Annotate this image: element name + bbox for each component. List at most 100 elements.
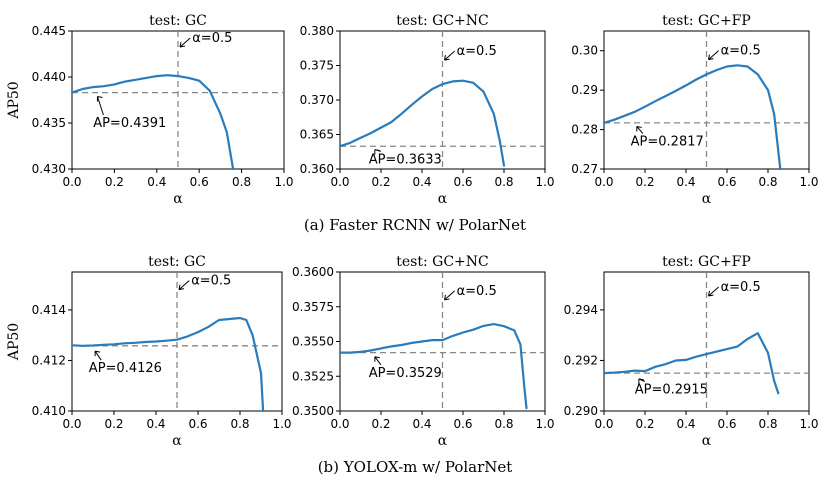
- chart-title: test: GC+NC: [396, 13, 488, 29]
- x-tick-label: 0.8: [758, 175, 777, 189]
- chart-title: test: GC+FP: [662, 13, 751, 29]
- x-tick-label: 0.4: [412, 175, 431, 189]
- y-tick-label: 0.3550: [292, 335, 334, 349]
- x-tick-label: 1.0: [272, 417, 291, 431]
- y-tick-label: 0.435: [32, 116, 66, 130]
- x-tick-label: 0.8: [494, 175, 513, 189]
- chart-panel-3: 0.0 0.2 0.4 0.6 0.8 1.0 0.27 0.28 0.29 0.30 test: …: [571, 13, 818, 207]
- x-tick-label: 0.8: [232, 175, 251, 189]
- x-tick-label: 0.8: [494, 417, 513, 431]
- x-tick-label: 0.2: [371, 175, 390, 189]
- y-tick-label: 0.3575: [292, 300, 334, 314]
- x-tick-label: 0.4: [676, 175, 695, 189]
- data-series-line: [338, 79, 506, 167]
- x-tick-label: 0.4: [412, 417, 431, 431]
- baseline-ap-arrow: [636, 125, 644, 134]
- chart-panel-2: 0.0 0.2 0.4 0.6 0.8 1.0 0.360 0.365 0.370 0.375 0.…: [300, 13, 555, 207]
- alpha-annotation-arrow: [178, 280, 190, 291]
- y-tick-label: 0.380: [300, 24, 334, 38]
- data-series-line: [602, 64, 782, 171]
- baseline-ap-annotation: AP=0.3633: [369, 152, 442, 167]
- x-tick-label: 0.4: [676, 417, 695, 431]
- alpha-annotation-arrow: [708, 50, 719, 61]
- caption-yolox: (b) YOLOX-m w/ PolarNet: [317, 458, 513, 476]
- alpha-annotation: α=0.5: [721, 44, 761, 59]
- x-tick-label: 0.0: [330, 417, 349, 431]
- alpha-annotation-arrow: [708, 286, 719, 297]
- baseline-ap-annotation: AP=0.3529: [369, 366, 442, 381]
- x-tick-label: 0.6: [453, 417, 472, 431]
- baseline-ap-arrow: [94, 350, 102, 361]
- x-tick-label: 0.6: [188, 417, 207, 431]
- y-tick-label: 0.27: [571, 162, 598, 176]
- x-tick-label: 0.2: [635, 417, 654, 431]
- data-series-line: [70, 74, 235, 171]
- y-tick-label: 0.365: [300, 128, 334, 142]
- x-tick-label: 1.0: [535, 417, 554, 431]
- y-tick-label: 0.430: [32, 162, 66, 176]
- baseline-ap-annotation: AP=0.4391: [93, 116, 166, 131]
- y-tick-label: 0.3600: [292, 265, 334, 279]
- chart-panel-4: 0.0 0.2 0.4 0.6 0.8 1.0 0.410 0.412 0.414 test: G…: [6, 254, 292, 449]
- y-tick-label: 0.440: [32, 70, 66, 84]
- data-series-line: [70, 316, 265, 413]
- x-tick-label: 0.6: [190, 175, 209, 189]
- x-tick-label: 1.0: [799, 175, 818, 189]
- x-tick-label: 0.8: [758, 417, 777, 431]
- alpha-annotation: α=0.5: [192, 31, 232, 46]
- x-axis-label: α: [702, 433, 712, 449]
- y-tick-label: 0.360: [300, 162, 334, 176]
- chart-panel-6: 0.0 0.2 0.4 0.6 0.8 1.0 0.290 0.292 0.294 test: G…: [564, 254, 819, 449]
- x-tick-label: 0.0: [62, 417, 81, 431]
- x-tick-label: 0.4: [147, 175, 166, 189]
- baseline-ap-annotation: AP=0.2817: [631, 134, 704, 149]
- chart-title: test: GC: [149, 13, 207, 29]
- x-tick-label: 0.0: [594, 175, 613, 189]
- alpha-annotation-arrow: [444, 50, 455, 61]
- chart-title: test: GC+NC: [396, 254, 488, 270]
- baseline-ap-arrow: [374, 356, 382, 366]
- y-axis-label: AP50: [6, 81, 22, 119]
- y-tick-label: 0.3525: [292, 369, 334, 383]
- y-tick-label: 0.370: [300, 93, 334, 107]
- chart-panel-1: 0.0 0.2 0.4 0.6 0.8 1.0 0.430 0.435 0.440 0.445 te…: [6, 13, 294, 207]
- x-tick-label: 0.8: [230, 417, 249, 431]
- x-tick-label: 0.2: [635, 175, 654, 189]
- y-tick-label: 0.30: [571, 44, 598, 58]
- y-tick-label: 0.294: [564, 303, 598, 317]
- y-tick-label: 0.445: [32, 24, 66, 38]
- x-tick-label: 0.6: [453, 175, 472, 189]
- y-tick-label: 0.375: [300, 59, 334, 73]
- baseline-ap-annotation: AP=0.4126: [89, 361, 162, 376]
- data-series-line: [602, 332, 780, 395]
- data-series-line: [338, 323, 528, 410]
- alpha-annotation: α=0.5: [191, 274, 231, 289]
- x-tick-label: 0.6: [717, 175, 736, 189]
- alpha-annotation: α=0.5: [721, 280, 761, 295]
- x-axis-label: α: [702, 191, 712, 207]
- x-tick-label: 0.0: [62, 175, 81, 189]
- x-tick-label: 0.2: [371, 417, 390, 431]
- x-tick-label: 1.0: [799, 417, 818, 431]
- x-tick-label: 0.0: [330, 175, 349, 189]
- x-tick-label: 1.0: [274, 175, 293, 189]
- y-axis-label: AP50: [6, 323, 22, 361]
- y-tick-label: 0.3500: [292, 404, 334, 418]
- y-tick-label: 0.290: [564, 404, 598, 418]
- y-tick-label: 0.292: [564, 353, 598, 367]
- alpha-annotation-arrow: [444, 290, 455, 301]
- chart-title: test: GC: [148, 254, 206, 270]
- x-axis-label: α: [438, 191, 448, 207]
- x-tick-label: 0.4: [146, 417, 165, 431]
- y-tick-label: 0.410: [32, 404, 66, 418]
- x-tick-label: 0.2: [105, 175, 124, 189]
- y-tick-label: 0.414: [32, 303, 66, 317]
- x-tick-label: 0.6: [717, 417, 736, 431]
- chart-title: test: GC+FP: [662, 254, 751, 270]
- alpha-annotation-arrow: [179, 37, 191, 48]
- alpha-annotation: α=0.5: [457, 284, 497, 299]
- y-tick-label: 0.29: [571, 83, 598, 97]
- baseline-ap-annotation: AP=0.2915: [635, 383, 708, 398]
- x-axis-label: α: [172, 433, 182, 449]
